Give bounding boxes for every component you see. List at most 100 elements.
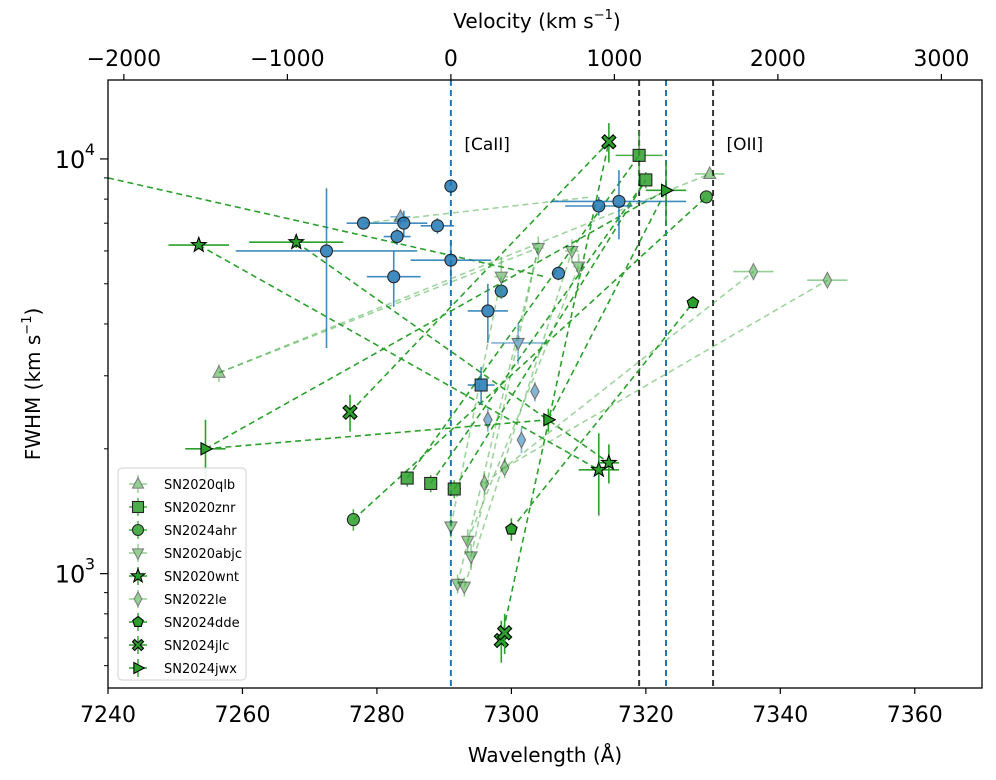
x-tick-label: 7360 <box>887 703 943 728</box>
data-point-marker <box>356 216 371 230</box>
x-tick-label: 7340 <box>752 703 808 728</box>
green-data-point <box>694 165 725 180</box>
green-data-point <box>543 408 557 432</box>
data-point-marker <box>699 190 713 204</box>
green-data-point <box>423 474 438 493</box>
data-point-marker <box>212 364 226 378</box>
green-data-point <box>168 235 230 253</box>
blue-data-point <box>491 323 545 365</box>
x-tick-label: 7260 <box>214 703 270 728</box>
legend-label: SN2020znr <box>164 501 236 516</box>
data-point-marker <box>189 235 208 253</box>
top-tick-label: 1000 <box>586 47 642 72</box>
data-point-marker <box>505 522 518 535</box>
legend-symbol <box>129 567 147 584</box>
legend-marker <box>129 475 147 493</box>
data-point-marker <box>342 404 358 421</box>
dashed-connector <box>483 270 754 485</box>
data-point-marker <box>599 453 618 471</box>
dashed-connector <box>205 189 667 450</box>
blue-data-point <box>467 283 509 343</box>
green-data-point <box>499 458 510 479</box>
dashed-connector <box>456 247 540 585</box>
green-data-point <box>342 394 358 432</box>
y-tick-exponent: 3 <box>85 555 95 574</box>
dashed-connector <box>218 247 539 374</box>
data-point-marker <box>496 625 513 641</box>
legend-symbol <box>131 500 145 514</box>
legend-label: SN2024dde <box>164 616 240 631</box>
data-point-marker <box>460 535 475 549</box>
y-axis-title: FWHM (km s−1) <box>20 308 45 461</box>
green-data-point <box>443 515 458 538</box>
green-data-point <box>639 172 653 189</box>
data-point-marker <box>531 242 546 257</box>
dashed-connector <box>430 179 647 484</box>
data-point-marker <box>397 216 411 230</box>
data-point-marker <box>499 458 510 477</box>
blue-data-point <box>420 218 455 234</box>
green-data-point <box>249 232 344 250</box>
dashed-connector <box>510 302 694 530</box>
green-data-point <box>645 160 687 226</box>
y-tick-label: 10 <box>55 146 86 174</box>
legend-symbol <box>131 548 145 561</box>
data-point-marker <box>287 232 306 250</box>
data-point-marker <box>511 337 526 352</box>
legend-label: SN2024jwx <box>164 662 237 677</box>
legend-marker <box>129 636 147 654</box>
legend-marker <box>129 659 147 677</box>
data-point-marker <box>822 271 833 290</box>
data-point-marker <box>530 382 540 401</box>
legend-symbol <box>133 661 146 675</box>
data-point-marker <box>390 229 404 244</box>
green-data-point <box>733 262 774 281</box>
dashed-connector <box>295 241 610 464</box>
data-point-marker <box>702 165 717 180</box>
data-point-marker <box>564 245 579 260</box>
green-data-point <box>457 577 472 597</box>
legend-label: SN2024jlc <box>164 639 229 654</box>
legend-symbol <box>132 615 144 627</box>
top-axis-title: Velocity (km s−1) <box>453 8 620 33</box>
data-point-marker <box>443 521 458 535</box>
data-point-marker <box>400 471 414 485</box>
legend-label: SN2024ahr <box>164 524 237 539</box>
top-tick-label: −1000 <box>250 47 324 72</box>
data-point-marker <box>686 296 700 309</box>
legend-symbol <box>131 476 145 489</box>
green-data-point <box>447 480 461 499</box>
data-point-marker <box>457 581 472 595</box>
green-data-point <box>807 271 848 290</box>
y-axis-title-sup: −1 <box>20 316 35 335</box>
x-tick-label: 7300 <box>483 703 539 728</box>
legend-label: SN2020wnt <box>164 570 239 585</box>
legend-symbol <box>133 590 143 608</box>
data-point-marker <box>516 431 527 449</box>
data-point-marker <box>483 410 493 429</box>
data-point-marker <box>424 476 438 491</box>
legend-marker <box>129 567 147 585</box>
y-axis-title-close: ) <box>21 308 45 316</box>
dashed-connector <box>198 244 600 471</box>
top-tick-label: 2000 <box>750 47 806 72</box>
green-data-point <box>494 257 509 299</box>
legend-label: SN2020qlb <box>164 478 235 493</box>
green-data-point <box>460 529 475 554</box>
blue-data-point <box>467 366 495 406</box>
green-data-point <box>505 518 518 541</box>
legend-symbol <box>131 638 145 652</box>
green-data-point <box>571 253 586 281</box>
dashed-connector <box>205 418 549 450</box>
dashed-connector <box>500 141 610 641</box>
top-axis-title-text: Velocity (km s <box>453 9 593 33</box>
plot-frame <box>107 79 983 689</box>
legend-marker <box>129 521 147 539</box>
data-point-marker <box>601 133 617 150</box>
blue-data-point <box>444 179 458 193</box>
data-point-marker <box>464 551 478 565</box>
green-data-point <box>346 509 360 531</box>
blue-data-point <box>551 170 687 240</box>
green-data-point <box>601 123 617 163</box>
data-point-marker <box>571 261 586 275</box>
